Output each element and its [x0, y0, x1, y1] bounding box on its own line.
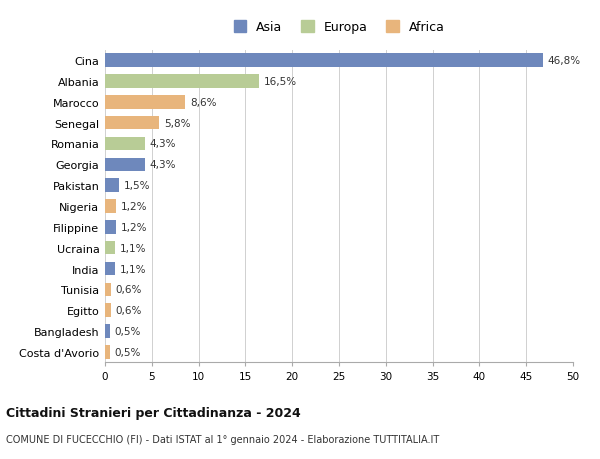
Text: 0,6%: 0,6% — [115, 306, 142, 316]
Text: 16,5%: 16,5% — [264, 77, 297, 87]
Text: 8,6%: 8,6% — [190, 97, 217, 107]
Text: 46,8%: 46,8% — [548, 56, 581, 66]
Bar — [105, 179, 119, 192]
Bar — [105, 75, 259, 89]
Text: 1,5%: 1,5% — [124, 181, 150, 191]
Bar — [105, 117, 159, 130]
Bar — [105, 241, 115, 255]
Text: 0,5%: 0,5% — [115, 326, 141, 336]
Text: 1,1%: 1,1% — [120, 243, 146, 253]
Text: 1,1%: 1,1% — [120, 264, 146, 274]
Text: 0,6%: 0,6% — [115, 285, 142, 295]
Text: 0,5%: 0,5% — [115, 347, 141, 357]
Bar — [105, 262, 115, 276]
Text: Cittadini Stranieri per Cittadinanza - 2024: Cittadini Stranieri per Cittadinanza - 2… — [6, 406, 301, 419]
Bar — [105, 137, 145, 151]
Legend: Asia, Europa, Africa: Asia, Europa, Africa — [230, 17, 448, 38]
Text: 5,8%: 5,8% — [164, 118, 190, 129]
Text: 4,3%: 4,3% — [150, 139, 176, 149]
Bar — [105, 54, 543, 67]
Bar — [105, 325, 110, 338]
Bar — [105, 304, 110, 317]
Bar — [105, 158, 145, 172]
Text: 4,3%: 4,3% — [150, 160, 176, 170]
Text: COMUNE DI FUCECCHIO (FI) - Dati ISTAT al 1° gennaio 2024 - Elaborazione TUTTITAL: COMUNE DI FUCECCHIO (FI) - Dati ISTAT al… — [6, 434, 439, 444]
Bar — [105, 346, 110, 359]
Bar — [105, 221, 116, 234]
Bar — [105, 200, 116, 213]
Text: 1,2%: 1,2% — [121, 222, 148, 232]
Text: 1,2%: 1,2% — [121, 202, 148, 212]
Bar — [105, 96, 185, 109]
Bar — [105, 283, 110, 297]
